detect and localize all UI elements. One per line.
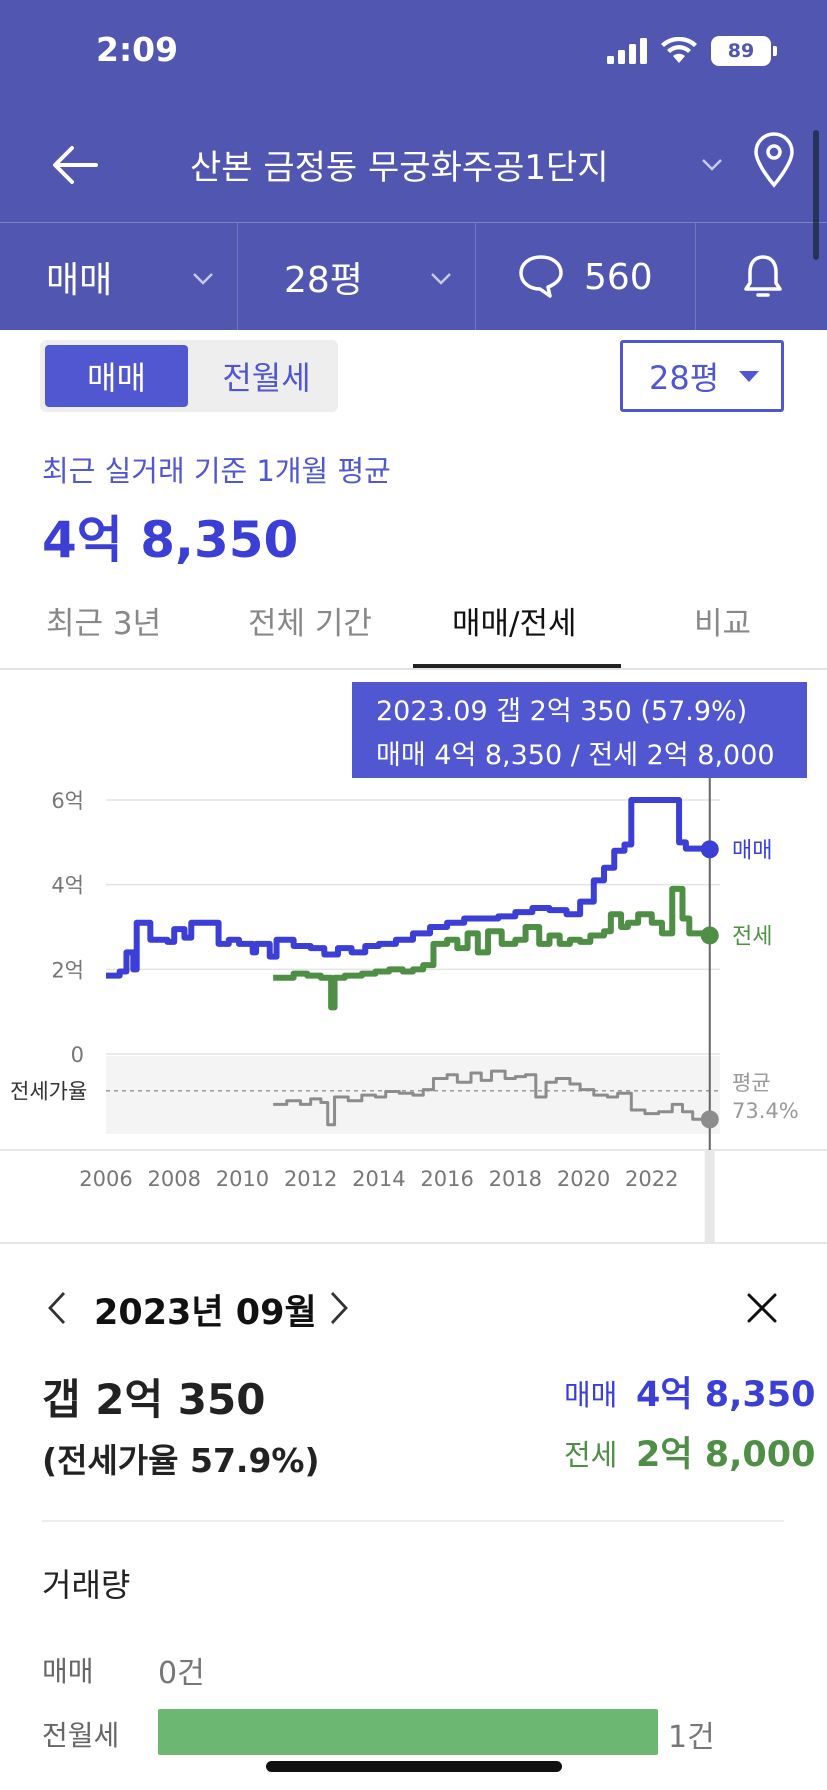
chevron-down-icon [431, 273, 451, 285]
legend-sale: 매매 [732, 838, 772, 863]
comment-count: 560 [584, 256, 653, 298]
x-tick-label: 2006 [79, 1167, 132, 1191]
volume-rent-bar [158, 1709, 658, 1755]
back-arrow-icon[interactable] [50, 140, 100, 190]
bell-icon [744, 255, 782, 297]
chevron-right-icon[interactable] [326, 1290, 352, 1326]
series-line-jeonse-ratio [273, 1069, 712, 1127]
tab-all-period[interactable]: 전체 기간 [248, 606, 372, 642]
status-bar: 2:09 89 [0, 0, 827, 110]
tab-recent-3y[interactable]: 최근 3년 [46, 606, 162, 642]
volume-sale-count: 0건 [158, 1656, 205, 1691]
jeonse-rate: (전세가율 57.9%) [42, 1441, 320, 1480]
deal-type-label: 매매 [46, 260, 113, 301]
ratio-end-dot [700, 1110, 719, 1129]
average-price: 4억 8,350 [42, 511, 299, 569]
volume-rent-count: 1건 [668, 1720, 715, 1755]
sale-end-dot [700, 840, 719, 859]
legend-jeonse: 전세 [732, 924, 772, 949]
price-chart[interactable]: 6억 4억 2억 0 2006 2008 2010 2012 2014 2016 2018 2020 2… [0, 672, 827, 1242]
wifi-icon [661, 37, 697, 63]
status-icons: 89 [607, 36, 777, 66]
toggle-rent[interactable]: 전월세 [222, 359, 311, 397]
gap-value: 갭 2억 350 [42, 1375, 266, 1424]
tooltip-line-1: 2023.09 갭 2억 350 (57.9%) [376, 696, 748, 727]
top-header: 2:09 89 산본 금정동 무궁화주공1단지 [0, 0, 827, 331]
caret-down-icon [739, 371, 759, 382]
signal-icon [607, 38, 647, 64]
x-tick-label: 2022 [625, 1167, 678, 1191]
close-icon[interactable] [746, 1292, 778, 1324]
x-tick-label: 2010 [216, 1167, 269, 1191]
ratio-average-caption: 평균 [732, 1071, 771, 1095]
jeonse-end-dot [700, 926, 719, 945]
selected-month: 2023년 09월 [94, 1293, 317, 1333]
chat-bubble-icon [519, 255, 563, 298]
toggle-sale[interactable]: 매매 [45, 345, 188, 407]
period-tabs: 최근 3년 전체 기간 매매/전세 비교 [0, 590, 827, 670]
section-divider [42, 1520, 784, 1522]
complex-title[interactable]: 산본 금정동 무궁화주공1단지 [190, 148, 609, 188]
chart-tooltip: 2023.09 갭 2억 350 (57.9%) 매매 4억 8,350 / 전… [352, 682, 807, 778]
filter-bar: 매매 28평 560 [0, 222, 827, 331]
volume-rent-label: 전월세 [42, 1719, 120, 1752]
x-tick-label: 2014 [352, 1167, 405, 1191]
x-tick-label: 2020 [557, 1167, 610, 1191]
home-indicator[interactable] [266, 1761, 562, 1772]
series-line-jeonse [273, 885, 713, 1011]
active-tab-indicator [413, 664, 621, 668]
size-filter[interactable]: 28평 [238, 223, 476, 331]
battery-icon: 89 [711, 36, 777, 66]
detail-divider [0, 1242, 827, 1244]
volume-title: 거래량 [42, 1566, 131, 1604]
scrollbar-thumb[interactable] [813, 130, 819, 260]
y-tick-label: 2억 [51, 958, 84, 982]
tab-sale-jeonse[interactable]: 매매/전세 [452, 606, 577, 642]
chevron-down-icon[interactable] [698, 150, 726, 178]
ratio-average-value: 73.4% [732, 1099, 799, 1123]
deal-type-filter[interactable]: 매매 [0, 223, 238, 331]
size-select-value: 28평 [649, 359, 720, 397]
y-tick-label: 0 [71, 1043, 84, 1067]
trade-type-toggle: 매매 전월세 [40, 340, 338, 412]
chevron-down-icon [193, 273, 213, 285]
chevron-left-icon[interactable] [44, 1290, 70, 1326]
location-pin-icon[interactable] [752, 132, 796, 188]
x-tick-label: 2018 [489, 1167, 542, 1191]
size-select[interactable]: 28평 [620, 340, 784, 412]
tab-compare[interactable]: 비교 [694, 606, 752, 642]
battery-level: 89 [727, 40, 755, 62]
ratio-label: 전세가율 [10, 1080, 87, 1104]
title-bar: 산본 금정동 무궁화주공1단지 [0, 110, 827, 220]
average-label: 최근 실거래 기준 1개월 평균 [42, 454, 391, 488]
y-tick-label: 4억 [51, 874, 84, 898]
sale-price-value: 4억 8,350 [636, 1375, 816, 1415]
y-tick-label: 6억 [51, 789, 84, 813]
size-filter-label: 28평 [284, 260, 363, 301]
notification-button[interactable] [696, 223, 827, 331]
sale-price-label: 매매 [564, 1378, 618, 1412]
tooltip-line-2: 매매 4억 8,350 / 전세 2억 8,000 [376, 740, 775, 771]
jeonse-price-label: 전세 [564, 1438, 618, 1472]
x-tick-label: 2012 [284, 1167, 337, 1191]
jeonse-price-value: 2억 8,000 [636, 1435, 816, 1475]
status-time: 2:09 [96, 30, 179, 69]
x-tick-label: 2016 [420, 1167, 473, 1191]
x-tick-label: 2008 [147, 1167, 200, 1191]
volume-sale-label: 매매 [42, 1655, 94, 1688]
selection-handle [704, 1150, 715, 1242]
comments-button[interactable]: 560 [476, 223, 696, 331]
series-line-sale [106, 797, 713, 979]
